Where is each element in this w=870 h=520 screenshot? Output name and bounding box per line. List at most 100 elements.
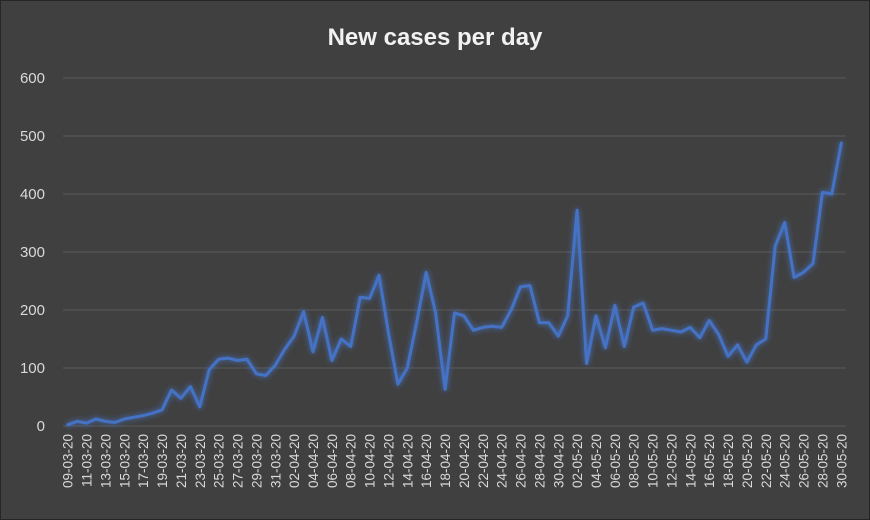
data-point xyxy=(358,296,362,299)
x-axis: 09-03-20 11-03-20 13-03-20 15-03-20 17-03-20… xyxy=(61,434,850,488)
x-tick-label: 11-03-20 xyxy=(80,434,95,487)
y-tick-label: 100 xyxy=(20,360,45,377)
x-tick-label: 18-04-20 xyxy=(438,434,453,488)
data-point xyxy=(226,356,230,360)
x-tick-label: 20-05-20 xyxy=(740,434,755,488)
data-point xyxy=(141,414,145,417)
data-point xyxy=(708,319,711,322)
data-point xyxy=(755,343,758,346)
data-point xyxy=(840,141,843,145)
data-point xyxy=(670,329,673,332)
y-tick-label: 0 xyxy=(37,418,45,435)
data-point xyxy=(538,321,541,324)
data-point xyxy=(641,301,645,305)
chart-title: New cases per day xyxy=(328,24,543,51)
data-point xyxy=(698,336,701,340)
x-tick-label: 19-03-20 xyxy=(155,434,170,488)
x-tick-label: 22-05-20 xyxy=(759,434,774,488)
x-tick-label: 27-03-20 xyxy=(231,434,246,488)
data-point xyxy=(821,191,824,194)
data-point xyxy=(802,271,805,274)
x-tick-label: 14-04-20 xyxy=(400,434,415,488)
data-point xyxy=(321,316,324,319)
data-point xyxy=(94,417,98,421)
data-point xyxy=(519,285,522,288)
data-point xyxy=(774,245,777,248)
x-tick-label: 04-04-20 xyxy=(306,434,321,488)
x-tick-label: 20-04-20 xyxy=(457,434,472,488)
data-point xyxy=(311,350,315,353)
data-point xyxy=(151,412,154,415)
x-tick-label: 16-05-20 xyxy=(702,434,717,488)
x-tick-label: 26-04-20 xyxy=(514,434,529,488)
data-point xyxy=(255,372,258,375)
data-point xyxy=(113,421,117,424)
data-point xyxy=(604,346,607,349)
data-point xyxy=(123,417,126,421)
data-point xyxy=(302,310,305,313)
data-point xyxy=(783,221,786,224)
data-point xyxy=(509,308,513,312)
data-point xyxy=(368,297,371,300)
series-line xyxy=(66,141,843,427)
x-tick-label: 18-05-20 xyxy=(721,434,736,488)
data-point xyxy=(217,358,220,361)
x-tick-label: 02-04-20 xyxy=(287,434,302,488)
y-tick-label: 500 xyxy=(20,128,45,145)
data-point xyxy=(575,209,579,212)
data-point xyxy=(491,325,494,328)
data-point xyxy=(726,355,730,358)
data-point xyxy=(453,311,456,315)
data-point xyxy=(557,334,560,338)
x-tick-label: 08-05-20 xyxy=(627,434,642,488)
data-point xyxy=(415,320,418,323)
x-tick-label: 24-05-20 xyxy=(778,434,793,488)
x-tick-label: 24-04-20 xyxy=(495,434,510,488)
x-tick-label: 28-05-20 xyxy=(815,434,830,488)
x-tick-label: 30-04-20 xyxy=(551,434,566,488)
data-point xyxy=(198,405,201,409)
x-tick-label: 10-05-20 xyxy=(646,434,661,488)
data-point xyxy=(349,345,352,348)
data-point xyxy=(660,327,664,330)
data-point xyxy=(736,343,739,346)
x-tick-label: 22-04-20 xyxy=(476,434,491,488)
x-tick-label: 30-05-20 xyxy=(834,434,849,488)
data-point xyxy=(132,416,135,419)
data-point xyxy=(283,348,286,351)
data-point xyxy=(406,366,409,370)
x-tick-label: 13-03-20 xyxy=(98,434,113,488)
x-tick-label: 16-04-20 xyxy=(419,434,434,488)
y-tick-label: 600 xyxy=(20,70,45,87)
data-point xyxy=(245,358,249,361)
data-point xyxy=(481,326,485,329)
y-axis: 0 100 200 300 400 500 600 xyxy=(20,70,45,435)
data-point xyxy=(623,345,626,348)
data-point xyxy=(566,314,569,317)
data-point xyxy=(387,332,390,335)
x-tick-label: 25-03-20 xyxy=(212,434,227,488)
x-tick-label: 08-04-20 xyxy=(344,434,359,488)
x-tick-label: 10-04-20 xyxy=(363,434,378,488)
data-point xyxy=(472,329,475,332)
y-tick-label: 200 xyxy=(20,302,45,319)
data-point xyxy=(160,408,164,411)
data-point xyxy=(104,420,107,423)
data-point xyxy=(75,420,79,423)
x-tick-label: 26-05-20 xyxy=(797,434,812,488)
x-tick-label: 31-03-20 xyxy=(268,434,283,488)
data-point xyxy=(377,274,381,277)
data-point xyxy=(500,326,503,329)
data-point xyxy=(585,362,588,365)
data-point xyxy=(264,374,268,377)
data-point xyxy=(189,385,192,388)
data-point xyxy=(396,383,400,386)
x-tick-label: 02-05-20 xyxy=(570,434,585,488)
data-point xyxy=(745,361,749,364)
data-point xyxy=(830,192,834,196)
y-tick-label: 300 xyxy=(20,244,45,261)
data-point xyxy=(170,388,173,392)
x-tick-label: 23-03-20 xyxy=(193,434,208,488)
series-layer xyxy=(66,141,843,427)
